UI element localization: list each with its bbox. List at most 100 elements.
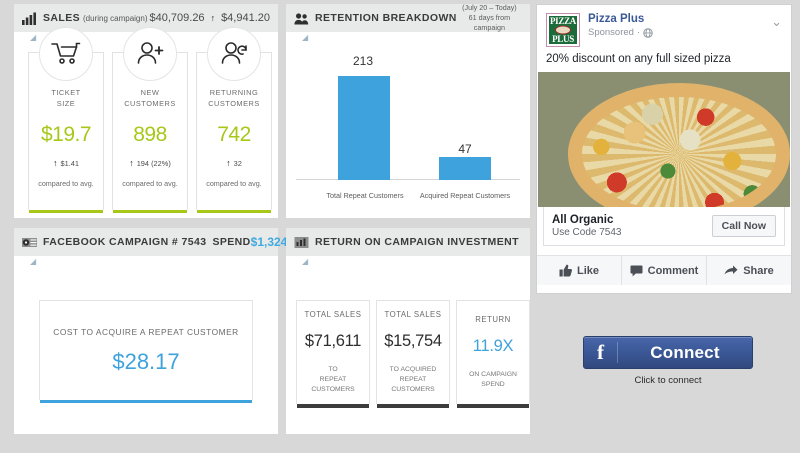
connect-hint-text: Click to connect xyxy=(634,375,702,386)
returning-customers-delta: ↑ 32 xyxy=(226,158,242,169)
connect-section: f Connect Click to connect xyxy=(583,336,753,386)
cost-to-acquire-card[interactable]: COST TO ACQUIRE A REPEAT CUSTOMER $28.17 xyxy=(39,300,253,403)
logo-text-top: PIZZA xyxy=(549,16,576,26)
ad-sponsored-label: Sponsored xyxy=(588,27,634,38)
retention-bar-chart: 213 Total Repeat Customers 47 Acquired R… xyxy=(296,48,520,206)
like-button[interactable]: Like xyxy=(537,256,622,285)
bar-category-1: Acquired Repeat Customers xyxy=(419,191,511,200)
ad-image[interactable] xyxy=(538,72,790,207)
new-customers-delta: ↑ 194 (22%) xyxy=(129,158,171,169)
bar-chart-icon xyxy=(22,12,36,25)
roi-panel: RETURN ON CAMPAIGN INVESTMENT ◢ TOTAL SA… xyxy=(286,228,530,434)
roi-card-return[interactable]: RETURN 11.9X ON CAMPAIGN SPEND xyxy=(456,300,530,408)
returning-customers-compare: compared to avg. xyxy=(206,179,262,189)
cost-to-acquire-value: $28.17 xyxy=(112,348,180,374)
new-customers-label: NEW CUSTOMERS xyxy=(124,87,176,109)
facebook-f-icon: f xyxy=(584,342,618,363)
comment-button[interactable]: Comment xyxy=(622,256,707,285)
facebook-ad-preview: PIZZA PLUS Pizza Plus Sponsored · ⌄ 20% … xyxy=(536,4,792,294)
roi-title: RETURN ON CAMPAIGN INVESTMENT xyxy=(315,236,519,248)
roi-card-1-sub: TO ACQUIRED REPEAT CUSTOMERS xyxy=(381,365,445,395)
new-customers-compare: compared to avg. xyxy=(122,179,178,189)
ad-page-info: Pizza Plus Sponsored · xyxy=(588,13,653,38)
ad-sponsored-row: Sponsored · xyxy=(588,27,653,38)
new-customers-label-l2: CUSTOMERS xyxy=(124,99,176,109)
thumbs-up-icon xyxy=(559,264,572,277)
share-button[interactable]: Share xyxy=(707,256,791,285)
roi-card-0-label: TOTAL SALES xyxy=(304,310,362,320)
retention-panel: RETENTION BREAKDOWN (July 20 – Today) 61… xyxy=(286,3,530,218)
bar-0[interactable] xyxy=(338,76,390,180)
returning-customers-label-l1: RETURNING xyxy=(209,88,259,97)
facebook-campaign-header: FACEBOOK CAMPAIGN # 7543 SPEND $1,324 xyxy=(14,228,287,256)
bar-category-0: Total Repeat Customers xyxy=(326,191,404,200)
sales-subtitle: (during campaign) xyxy=(83,13,148,23)
sales-delta: $4,941.20 xyxy=(221,12,270,24)
ad-actions-bar: Like Comment Share xyxy=(537,255,791,285)
ad-page-name[interactable]: Pizza Plus xyxy=(588,13,645,25)
roi-card-0-sub-l1: TO xyxy=(328,366,338,374)
roi-card-0-sub: TO REPEAT CUSTOMERS xyxy=(301,365,365,395)
retention-notch-mark: ◢ xyxy=(302,33,309,42)
roi-card-total-sales-acquired[interactable]: TOTAL SALES $15,754 TO ACQUIRED REPEAT C… xyxy=(376,300,450,408)
bar-value-0: 213 xyxy=(352,54,374,68)
pizza-plus-logo-icon: PIZZA PLUS xyxy=(546,13,580,47)
ad-detail-title: All Organic xyxy=(552,214,614,226)
roi-card-2-sub-l2: SPEND xyxy=(481,381,505,388)
ad-copy-text: 20% discount on any full sized pizza xyxy=(546,53,731,65)
connect-button-label: Connect xyxy=(650,342,720,362)
returning-customers-arrow-icon: ↑ xyxy=(226,158,231,169)
roi-panel-header: RETURN ON CAMPAIGN INVESTMENT xyxy=(286,228,530,256)
roi-card-0-sub-l2: REPEAT CUSTOMERS xyxy=(311,376,355,393)
roi-cards: TOTAL SALES $71,611 TO REPEAT CUSTOMERS … xyxy=(296,300,530,408)
roi-card-2-value: 11.9X xyxy=(472,337,514,356)
facebook-campaign-icon xyxy=(22,237,37,247)
share-icon xyxy=(724,265,738,275)
roi-card-1-label: TOTAL SALES xyxy=(384,310,442,320)
stat-card-returning-customers[interactable]: RETURNING CUSTOMERS 742 ↑ 32 compared to… xyxy=(196,27,272,213)
facebook-campaign-title: FACEBOOK CAMPAIGN # 7543 xyxy=(43,236,207,248)
returning-customer-icon xyxy=(221,42,247,64)
ticket-size-value: $19.7 xyxy=(40,123,92,147)
ad-detail-text: All Organic Use Code 7543 xyxy=(552,214,712,238)
roi-card-1-sub-l1: TO ACQUIRED xyxy=(389,366,437,374)
roi-card-2-sub: ON CAMPAIGN SPEND xyxy=(469,370,517,390)
facebook-campaign-spend-value: $1,324 xyxy=(250,235,288,249)
roi-card-total-sales-repeat[interactable]: TOTAL SALES $71,611 TO REPEAT CUSTOMERS xyxy=(296,300,370,408)
retention-date-range: (July 20 – Today) 61 days from campaign xyxy=(457,3,522,32)
stat-card-ticket-size[interactable]: TICKET SIZE $19.7 ↑ $1.41 compared to av… xyxy=(28,27,104,213)
facebook-campaign-notch-mark: ◢ xyxy=(30,257,37,266)
roi-card-2-sub-l1: ON CAMPAIGN xyxy=(469,371,517,379)
ticket-size-label: TICKET SIZE xyxy=(51,87,80,109)
cost-to-acquire-label: COST TO ACQUIRE A REPEAT CUSTOMER xyxy=(53,326,239,337)
people-icon xyxy=(294,12,309,24)
comment-icon xyxy=(630,265,643,277)
chevron-down-icon[interactable]: ⌄ xyxy=(771,14,782,29)
roi-card-1-value: $15,754 xyxy=(384,332,442,351)
sales-title: SALES xyxy=(43,12,81,24)
ad-detail-bar: All Organic Use Code 7543 Call Now xyxy=(543,207,785,246)
call-now-button[interactable]: Call Now xyxy=(711,215,776,237)
new-customers-value: 898 xyxy=(133,123,167,147)
facebook-campaign-panel: FACEBOOK CAMPAIGN # 7543 SPEND $1,324 ◢ … xyxy=(14,228,287,434)
chart-icon xyxy=(294,236,309,248)
sales-stat-cards: TICKET SIZE $19.7 ↑ $1.41 compared to av… xyxy=(28,27,272,213)
facebook-connect-button[interactable]: f Connect xyxy=(583,336,753,369)
new-customers-delta-value: 194 (22%) xyxy=(136,159,171,169)
pizza-photo xyxy=(568,82,790,207)
facebook-campaign-spend-label: SPEND xyxy=(212,236,251,248)
new-customers-arrow-icon: ↑ xyxy=(129,158,134,169)
ticket-size-label-l1: TICKET xyxy=(51,88,81,97)
comment-label: Comment xyxy=(647,264,699,277)
chart-baseline xyxy=(296,179,520,180)
ad-detail-subtitle: Use Code 7543 xyxy=(552,227,622,238)
bar-1[interactable] xyxy=(439,157,491,180)
sales-delta-arrow-icon: ↑ xyxy=(210,12,216,23)
ticket-size-delta: ↑ $1.41 xyxy=(53,159,79,169)
stat-card-new-customers[interactable]: NEW CUSTOMERS 898 ↑ 194 (22%) compared t… xyxy=(112,27,188,213)
like-label: Like xyxy=(576,264,599,277)
roi-notch-mark: ◢ xyxy=(302,257,309,266)
retention-panel-header: RETENTION BREAKDOWN (July 20 – Today) 61… xyxy=(286,3,530,32)
share-label: Share xyxy=(743,264,774,277)
